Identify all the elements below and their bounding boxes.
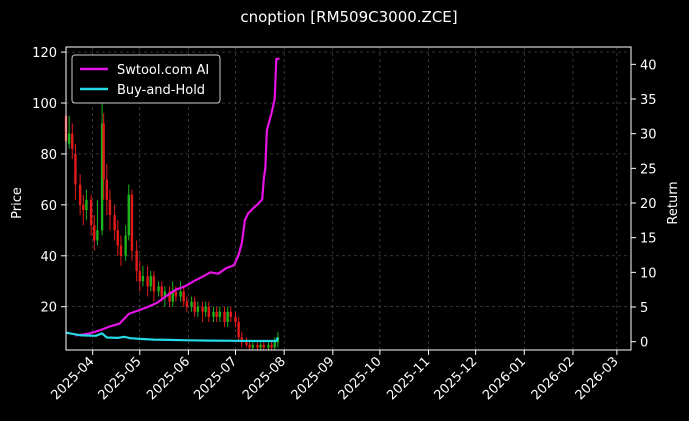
candle-body [182, 291, 185, 302]
y-axis-left-label: Price [10, 187, 25, 219]
candle-body [185, 301, 189, 307]
candle-body [119, 245, 123, 256]
series-line-buyhold [65, 331, 279, 343]
y-right-tick-label: 20 [640, 197, 657, 212]
plot-frame [65, 46, 632, 351]
candle-body [168, 291, 171, 302]
y-right-tick-label: 15 [640, 232, 657, 247]
candle-body [82, 204, 85, 210]
candle-body [108, 199, 112, 216]
candle-body [105, 179, 109, 200]
candle-body [152, 276, 156, 292]
candle-body [259, 344, 262, 348]
legend-label-buyhold: Buy-and-Hold [117, 83, 205, 98]
series-line-ai [75, 57, 280, 337]
candle-body [149, 276, 152, 287]
chart-title: cnoption [RM509C3000.ZCE] [240, 8, 457, 26]
candle-body [116, 230, 119, 246]
candle-body [160, 286, 163, 297]
candle-body [102, 123, 105, 180]
candle-body [71, 133, 74, 149]
y-right-tick-label: 35 [640, 93, 657, 108]
legend-label-ai: Swtool.com AI [117, 63, 209, 78]
candle-body [124, 235, 127, 256]
candle-body [85, 199, 88, 210]
candle-body [207, 306, 211, 317]
y-axis-right-label: Return [666, 181, 681, 224]
y-left-tick-label: 40 [40, 250, 57, 265]
candle-body [193, 301, 196, 312]
candle-body [100, 123, 104, 231]
candle-body [135, 250, 138, 272]
candle-body [229, 311, 232, 317]
candle-body [74, 153, 77, 185]
candle-body [127, 194, 130, 236]
candle-body [113, 215, 116, 231]
candle-body [141, 276, 145, 282]
candle-body [215, 311, 218, 317]
candle-body [223, 311, 226, 322]
candlesticks [64, 57, 280, 350]
candle-body [146, 276, 149, 287]
y-right-tick-label: 5 [640, 301, 648, 316]
y-axis-left: 20 40 60 80 100 120 [32, 46, 66, 316]
candle-body [234, 316, 237, 322]
candle-body [251, 344, 254, 348]
candle-body [67, 133, 71, 144]
legend: Swtool.com AI Buy-and-Hold [71, 54, 221, 104]
y-left-tick-label: 120 [32, 46, 57, 61]
y-right-tick-label: 40 [640, 58, 657, 73]
candle-body [96, 230, 99, 241]
legend-box [71, 54, 221, 104]
candle-body [273, 342, 276, 348]
y-left-tick-label: 100 [32, 97, 57, 112]
candle-body [138, 271, 141, 282]
y-left-tick-label: 20 [40, 301, 57, 316]
candle-body [179, 291, 182, 297]
candle-body [218, 311, 222, 317]
candle-body [237, 321, 240, 338]
candle-body [78, 184, 82, 205]
y-left-tick-label: 80 [40, 148, 57, 163]
candle-body [171, 291, 174, 302]
candle-body [248, 344, 251, 348]
y-axis-right: 0 5 10 15 20 25 30 35 40 [631, 58, 657, 351]
candle-body [270, 344, 273, 348]
candle-body [174, 291, 178, 297]
candle-body [226, 311, 229, 322]
candle-body [163, 291, 167, 297]
y-right-tick-label: 0 [640, 336, 648, 351]
candle-body [130, 194, 134, 251]
y-right-tick-label: 30 [640, 128, 657, 143]
y-left-tick-label: 60 [40, 199, 57, 214]
candle-body [256, 344, 259, 348]
candle-body [201, 306, 204, 312]
candle-body [212, 311, 215, 317]
candle-body [204, 306, 207, 312]
candle-body [93, 225, 96, 241]
candle-body [190, 301, 193, 307]
candle-body [267, 344, 270, 348]
series-lines [65, 57, 280, 343]
candle-body [89, 199, 93, 226]
candle-body [196, 306, 200, 312]
candle-body [262, 344, 265, 348]
y-right-tick-label: 25 [640, 162, 657, 177]
candle-body [157, 286, 160, 292]
candle-body [245, 342, 248, 345]
y-right-tick-label: 10 [640, 266, 657, 281]
